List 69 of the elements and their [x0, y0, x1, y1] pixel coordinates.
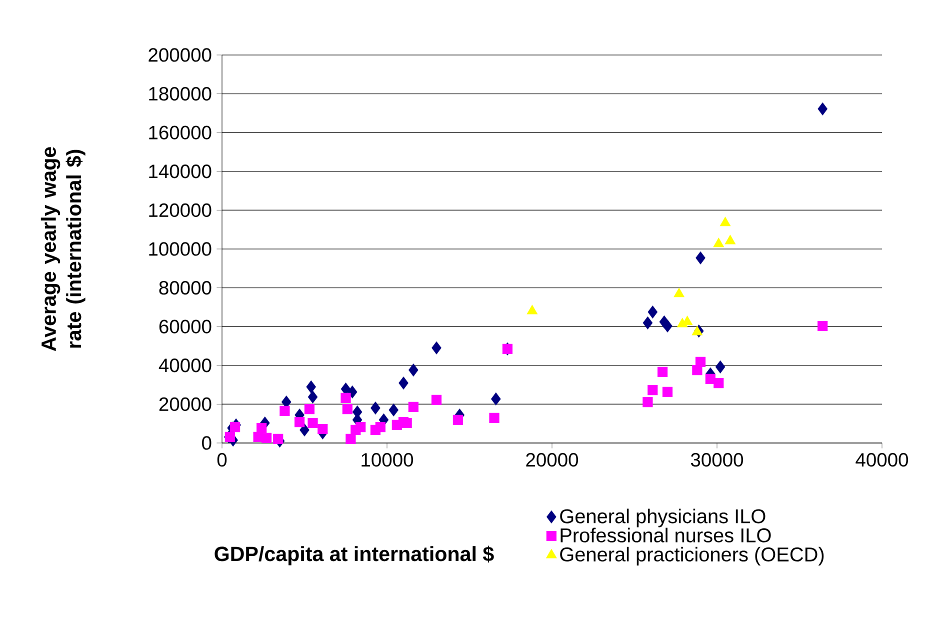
- point: [818, 320, 828, 332]
- point: [273, 434, 284, 444]
- point: [280, 406, 290, 416]
- point: [526, 304, 538, 314]
- point: [308, 390, 318, 404]
- point: [452, 414, 464, 425]
- legend-label: General practicioners (OECD): [560, 546, 824, 566]
- x-tick-label: 10000: [362, 452, 414, 467]
- y-tick-label: 100000: [149, 242, 212, 256]
- point: [642, 397, 653, 408]
- point: [491, 392, 501, 406]
- point: [370, 402, 380, 414]
- point: [648, 306, 658, 318]
- point: [356, 422, 366, 432]
- y-tick-label: 140000: [149, 164, 212, 178]
- point: [262, 432, 272, 443]
- point: [304, 404, 315, 414]
- legend-label: General physicians ILO: [560, 508, 766, 528]
- point: [306, 380, 316, 394]
- point: [408, 364, 418, 376]
- point: [346, 434, 356, 444]
- x-tick-label: 40000: [856, 452, 908, 467]
- point: [294, 416, 305, 428]
- point: [714, 378, 724, 388]
- point: [408, 402, 418, 412]
- point: [662, 386, 673, 398]
- x-tick-label: 30000: [690, 452, 744, 467]
- point: [720, 216, 731, 226]
- point: [692, 364, 702, 376]
- point: [308, 418, 318, 428]
- point: [230, 422, 240, 432]
- point: [713, 238, 724, 248]
- x-tick-label: 0: [217, 452, 227, 467]
- y-tick-label: 40000: [158, 358, 212, 372]
- point: [300, 424, 310, 436]
- y-tick-label: 120000: [149, 203, 212, 217]
- point: [818, 102, 828, 116]
- y-tick-label: 200000: [148, 48, 212, 62]
- point: [340, 392, 351, 404]
- point: [489, 412, 500, 424]
- y-tick-label: 180000: [149, 86, 212, 101]
- point: [642, 316, 653, 330]
- point: [318, 424, 328, 434]
- point: [648, 384, 658, 396]
- point: [658, 366, 668, 378]
- point: [256, 423, 267, 434]
- point: [402, 418, 412, 428]
- legend-label: Professional nurses ILO: [560, 528, 771, 542]
- y-axis-title: Average yearly wage rate (international $): [40, 147, 86, 352]
- point: [342, 404, 352, 414]
- y-tick-label: 60000: [159, 320, 212, 334]
- y-tick-label: 80000: [159, 280, 212, 295]
- point: [674, 288, 684, 298]
- x-axis-title: GDP/capita at international $: [214, 546, 494, 566]
- point: [398, 376, 408, 390]
- point: [662, 320, 672, 332]
- point: [432, 342, 442, 354]
- y-tick-label: 0: [202, 436, 212, 450]
- point: [715, 360, 726, 374]
- point: [431, 394, 442, 405]
- point: [724, 234, 736, 244]
- y-tick-label: 160000: [149, 126, 212, 140]
- y-tick-label: 20000: [159, 397, 212, 411]
- x-tick-label: 20000: [526, 452, 578, 467]
- point: [348, 386, 358, 398]
- point: [696, 252, 706, 264]
- point: [388, 404, 398, 416]
- point: [692, 326, 703, 336]
- point: [375, 422, 386, 432]
